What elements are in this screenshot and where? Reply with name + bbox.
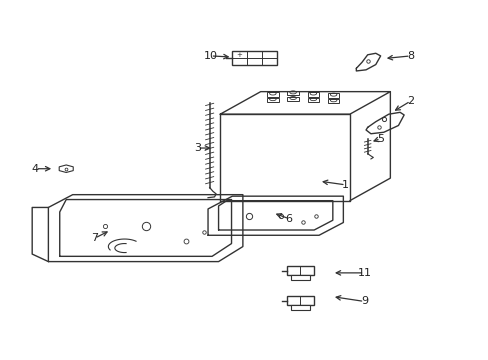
FancyBboxPatch shape — [232, 51, 276, 64]
FancyBboxPatch shape — [266, 98, 278, 102]
Text: 2: 2 — [406, 96, 413, 106]
Text: 5: 5 — [376, 134, 384, 144]
FancyBboxPatch shape — [307, 92, 318, 96]
FancyBboxPatch shape — [287, 91, 298, 95]
Text: +: + — [236, 52, 242, 58]
Text: 3: 3 — [194, 143, 201, 153]
Text: 1: 1 — [342, 180, 348, 190]
FancyBboxPatch shape — [290, 275, 309, 280]
FancyBboxPatch shape — [327, 99, 339, 103]
FancyBboxPatch shape — [290, 305, 309, 310]
FancyBboxPatch shape — [266, 92, 278, 96]
Text: 11: 11 — [357, 268, 371, 278]
FancyBboxPatch shape — [286, 266, 314, 275]
Text: 10: 10 — [203, 51, 217, 61]
FancyBboxPatch shape — [286, 296, 314, 305]
FancyBboxPatch shape — [287, 96, 298, 101]
FancyBboxPatch shape — [327, 93, 339, 98]
Text: 8: 8 — [406, 51, 413, 61]
Text: 4: 4 — [32, 164, 39, 174]
Text: 9: 9 — [360, 296, 367, 306]
Text: 6: 6 — [285, 214, 292, 224]
Text: 7: 7 — [91, 233, 98, 243]
FancyBboxPatch shape — [307, 98, 318, 102]
